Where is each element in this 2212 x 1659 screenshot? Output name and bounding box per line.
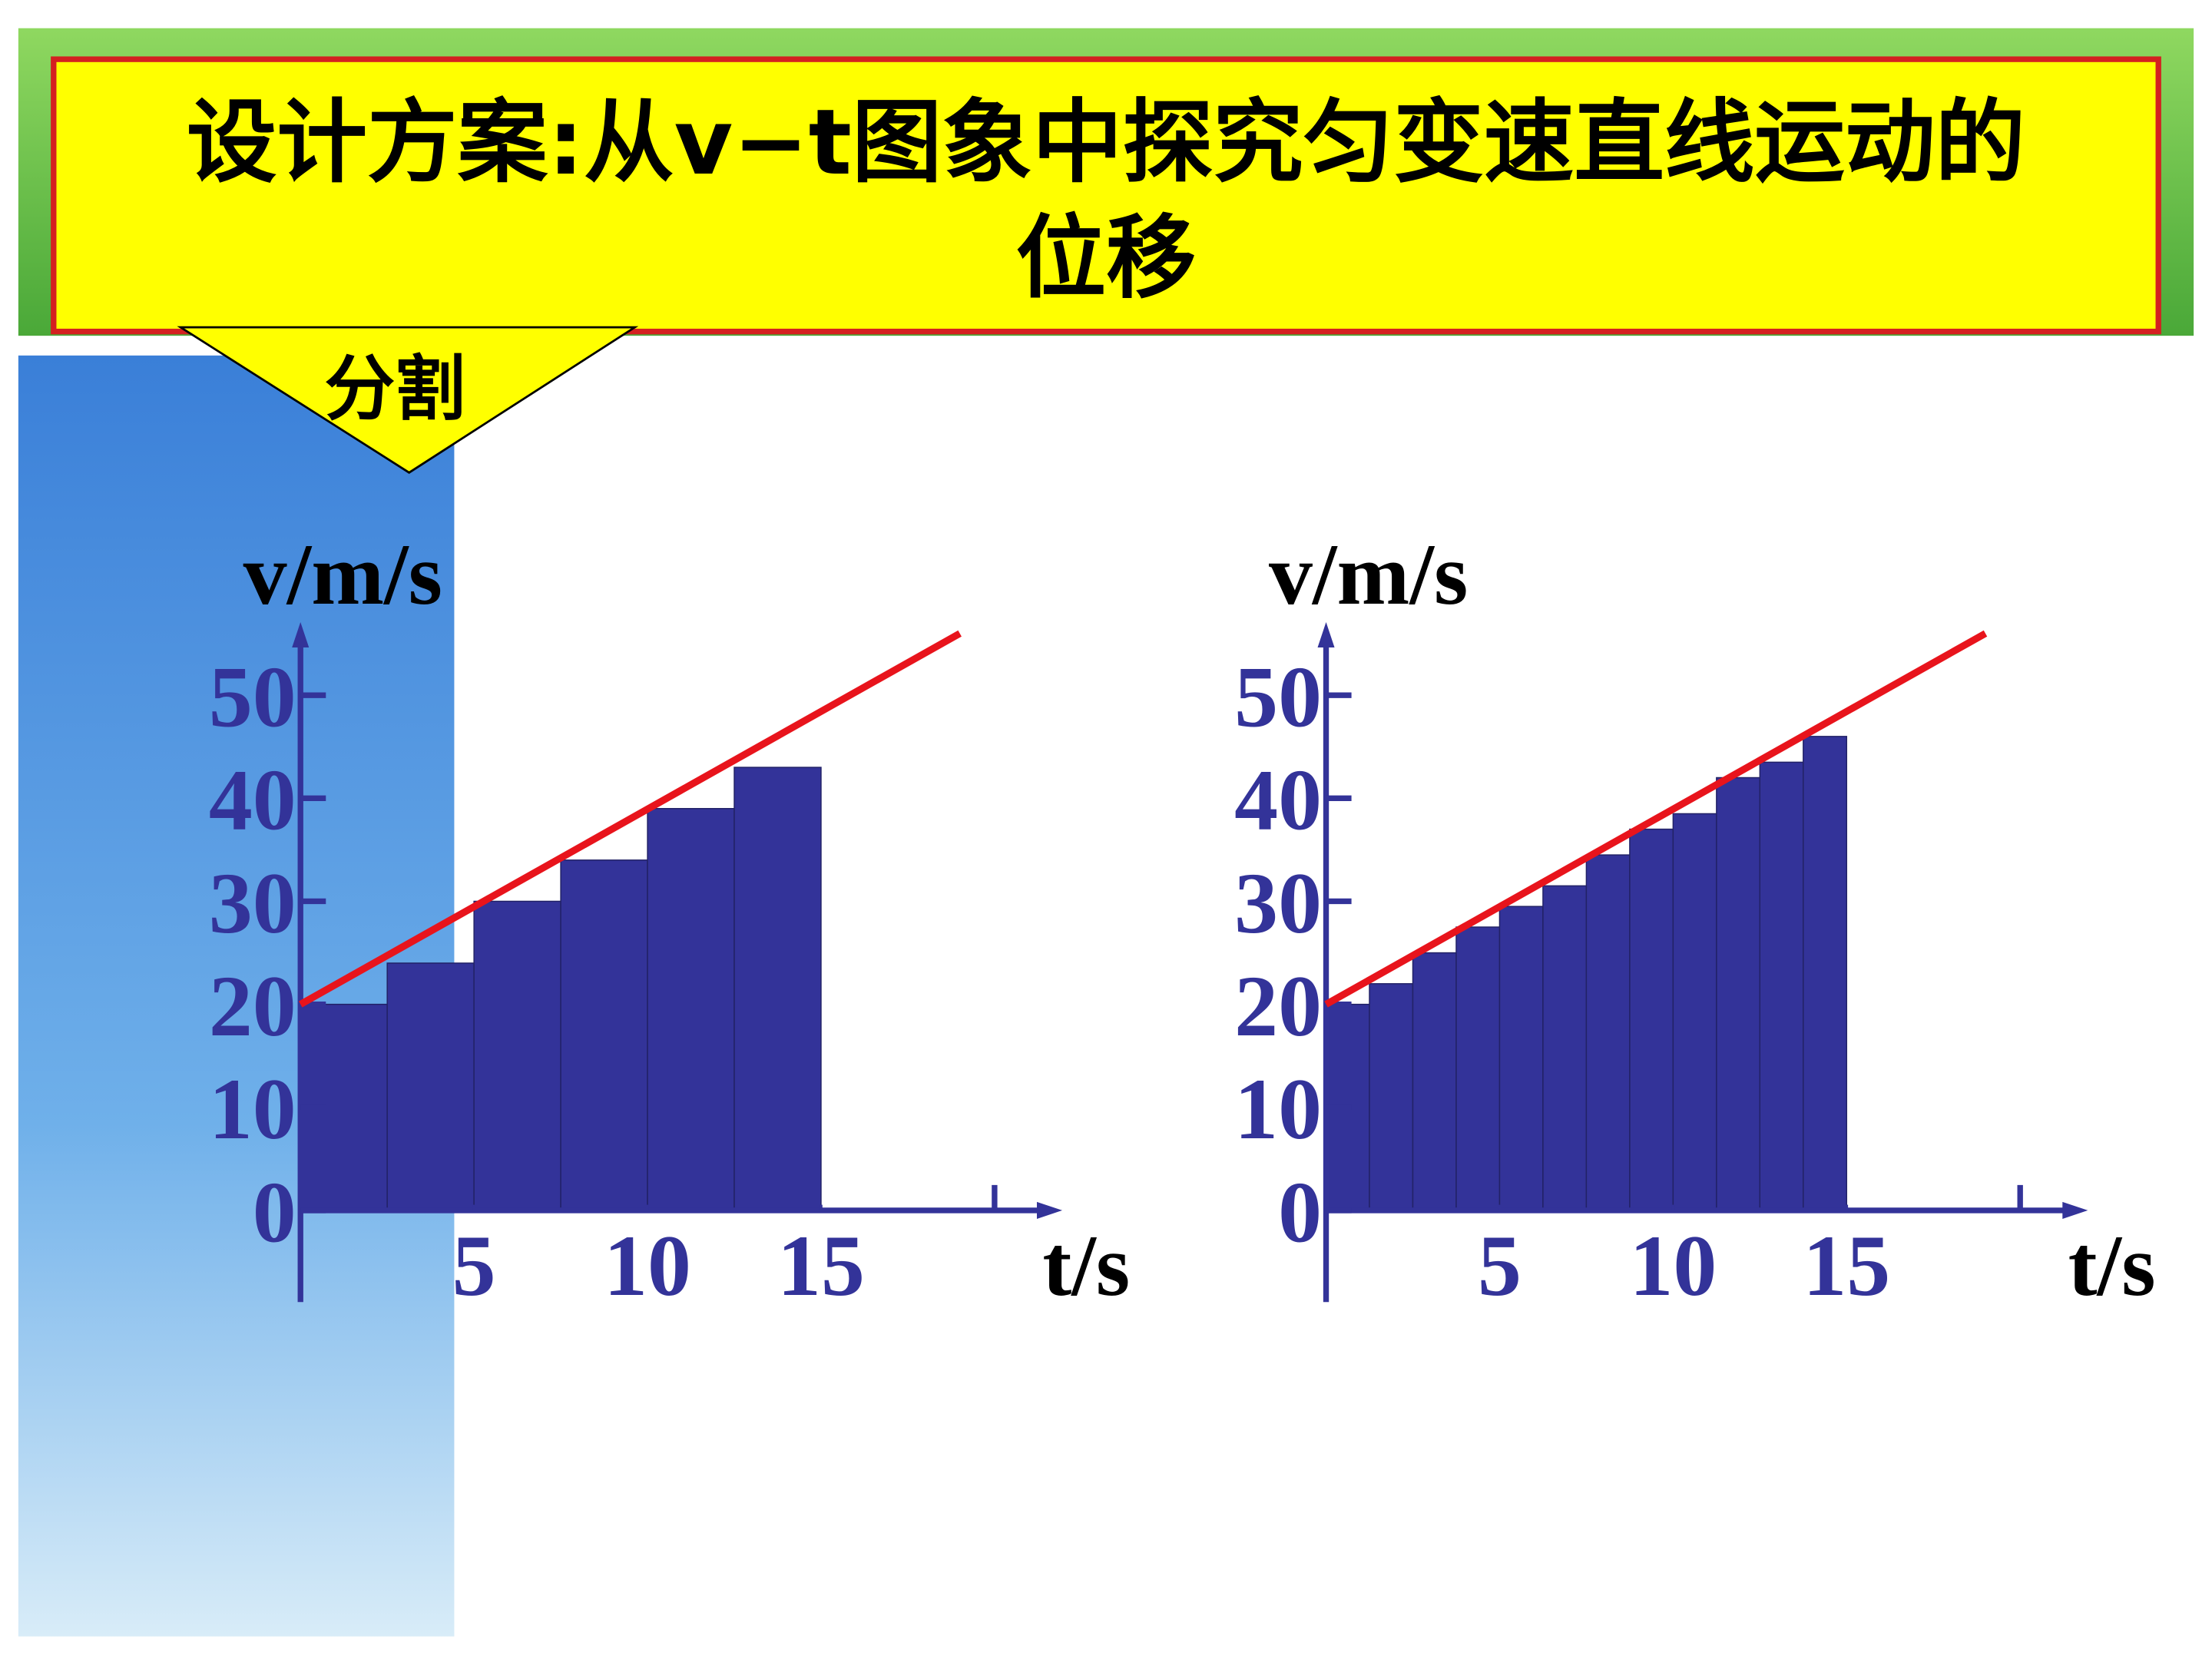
title-line: 设计方案:从v−t图象中探究匀变速直线运动的 — [187, 90, 2025, 195]
y-tick-label: 0 — [253, 1164, 296, 1260]
x-axis-label: t/s — [2068, 1217, 2156, 1314]
y-tick-label: 20 — [209, 958, 296, 1055]
bar — [473, 900, 561, 1211]
callout-arrow — [177, 326, 639, 474]
x-tick-label: 15 — [1803, 1217, 1890, 1314]
y-axis-label: v/m/s — [243, 526, 442, 623]
bar — [1369, 983, 1414, 1211]
trend-line — [298, 630, 962, 1008]
bar — [1803, 736, 1848, 1211]
x-axis-label: t/s — [1042, 1217, 1130, 1314]
x-tick-label: 5 — [1478, 1217, 1522, 1314]
y-tick-label: 10 — [1234, 1061, 1322, 1157]
bar — [1672, 813, 1717, 1211]
bar — [560, 859, 648, 1211]
x-tick-label: 15 — [777, 1217, 865, 1314]
bar — [733, 767, 822, 1211]
bar — [1455, 926, 1501, 1211]
bar — [1412, 952, 1457, 1211]
y-tick-label: 0 — [1278, 1164, 1322, 1260]
y-tick-label: 10 — [209, 1061, 296, 1157]
x-tick-label: 10 — [604, 1217, 691, 1314]
y-tick-label: 30 — [209, 855, 296, 952]
bar — [1716, 777, 1761, 1211]
bar — [1629, 828, 1674, 1211]
bar — [1542, 885, 1588, 1211]
bar — [386, 962, 475, 1211]
bar — [1498, 906, 1544, 1211]
y-tick-label: 40 — [1234, 752, 1322, 849]
y-tick-label: 30 — [1234, 855, 1322, 952]
y-axis-label: v/m/s — [1269, 526, 1468, 623]
bar — [1585, 854, 1631, 1211]
y-tick-label: 50 — [1234, 649, 1322, 746]
x-axis-arrow — [1037, 1201, 1063, 1219]
bar — [647, 808, 735, 1211]
y-tick-label: 40 — [209, 752, 296, 849]
y-tick-label: 50 — [209, 649, 296, 746]
x-tick-label: 5 — [452, 1217, 496, 1314]
sky-strip — [18, 355, 455, 1637]
y-axis-arrow — [1317, 622, 1335, 648]
trend-line — [1324, 630, 1988, 1008]
x-tick-label: 10 — [1629, 1217, 1717, 1314]
callout-text: 分割 — [324, 348, 465, 430]
y-axis-arrow — [292, 622, 310, 648]
title-line: 位移 — [1015, 206, 1196, 311]
bar — [1759, 761, 1804, 1211]
x-axis-arrow — [2062, 1201, 2088, 1219]
y-tick-label: 20 — [1234, 958, 1322, 1055]
title-box — [51, 56, 2161, 335]
